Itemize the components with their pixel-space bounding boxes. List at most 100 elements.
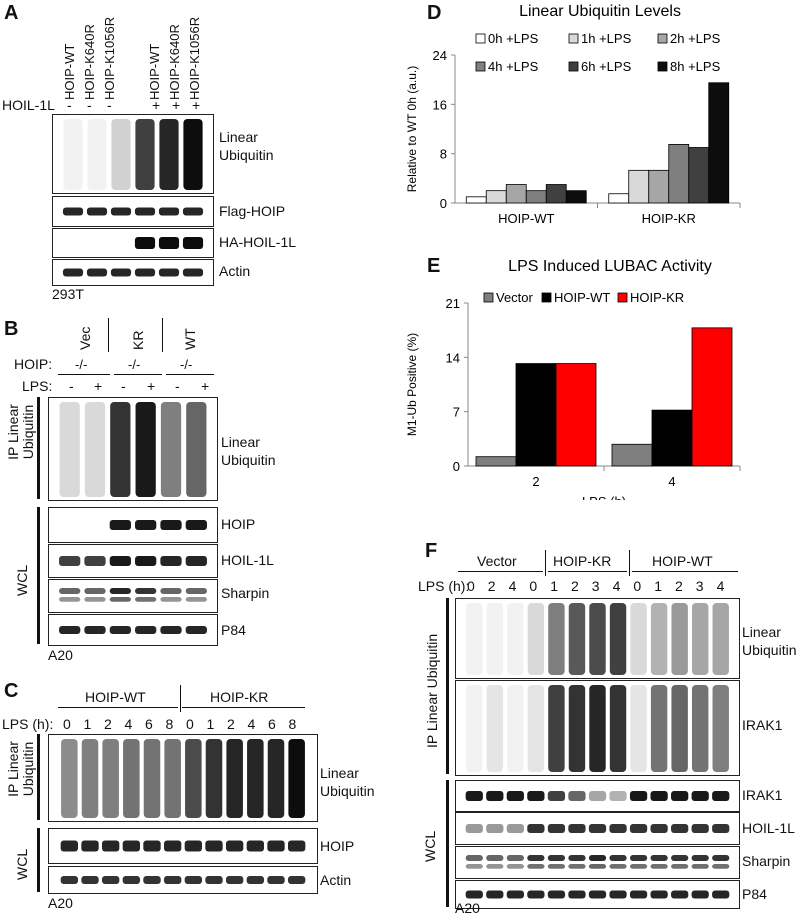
band bbox=[163, 840, 182, 852]
band bbox=[671, 855, 689, 861]
bar bbox=[628, 169, 650, 204]
blot-label: HA-HOIL-1L bbox=[219, 234, 297, 250]
band bbox=[134, 268, 156, 277]
band bbox=[609, 855, 627, 861]
smear bbox=[186, 402, 207, 497]
x-tick-label: 2 bbox=[532, 474, 539, 489]
cell-line-label: 293T bbox=[52, 286, 84, 302]
group-line bbox=[458, 571, 543, 572]
band bbox=[691, 791, 709, 801]
smear bbox=[205, 739, 223, 818]
x-tick-label: 4 bbox=[668, 474, 675, 489]
legend-label: Vector bbox=[496, 290, 534, 305]
band bbox=[568, 890, 586, 899]
band bbox=[158, 207, 180, 216]
ip-label: IP Linear Ubiquitin bbox=[5, 404, 36, 460]
blot-label: Actin bbox=[320, 872, 352, 888]
hoil-sign: + bbox=[152, 97, 161, 113]
smear bbox=[589, 603, 606, 675]
band bbox=[609, 864, 627, 869]
y-tick-label: 8 bbox=[440, 147, 447, 162]
legend-swatch bbox=[483, 292, 494, 303]
band bbox=[506, 864, 524, 869]
band bbox=[60, 876, 79, 884]
lane-label: HOIP-K640R bbox=[82, 24, 97, 100]
blot-label: Sharpin bbox=[742, 853, 791, 869]
bar bbox=[651, 409, 693, 467]
smear bbox=[288, 739, 305, 818]
blot-a-linear-ubiquitin bbox=[52, 114, 214, 194]
band bbox=[110, 207, 132, 216]
band bbox=[486, 890, 504, 899]
legend-label: HOIP-WT bbox=[554, 290, 610, 305]
band bbox=[225, 840, 244, 852]
band bbox=[547, 855, 566, 861]
bar bbox=[515, 363, 557, 467]
band bbox=[650, 855, 668, 861]
time-label: 2 bbox=[571, 578, 579, 594]
band bbox=[588, 791, 607, 801]
band bbox=[712, 855, 730, 861]
band bbox=[134, 207, 156, 216]
legend-label: 8h +LPS bbox=[670, 59, 721, 74]
hoip-label: HOIP: bbox=[14, 356, 53, 372]
bar bbox=[611, 443, 653, 467]
blot-label: IRAK1 bbox=[742, 787, 783, 803]
band bbox=[671, 890, 689, 899]
band bbox=[205, 840, 223, 852]
blot-c-linear-ubiquitin bbox=[48, 734, 318, 822]
divider bbox=[545, 550, 546, 576]
smear bbox=[630, 603, 647, 675]
bar bbox=[475, 456, 517, 467]
group-line bbox=[548, 571, 627, 572]
y-axis-label: M1-Ub Positive (%) bbox=[405, 333, 419, 436]
panel-d-label: D bbox=[427, 2, 442, 24]
blot-f-p84-image bbox=[465, 890, 730, 899]
band bbox=[465, 791, 483, 801]
band bbox=[135, 626, 157, 634]
blot-b-hoil bbox=[48, 544, 218, 578]
band bbox=[59, 626, 81, 634]
blot-a-ha-hoil-image bbox=[134, 237, 204, 249]
band bbox=[691, 864, 709, 869]
smear bbox=[123, 739, 140, 818]
group-label: WT bbox=[182, 328, 198, 350]
blot-b-sharpin-image bbox=[59, 588, 207, 602]
band bbox=[691, 824, 709, 833]
lane-label: HOIP-K1056R bbox=[102, 16, 117, 100]
band bbox=[650, 890, 668, 899]
legend-label: HOIP-KR bbox=[630, 290, 684, 305]
hoil-sign: - bbox=[67, 97, 72, 113]
band bbox=[629, 855, 648, 861]
lps-sign: - bbox=[69, 378, 74, 394]
blot-f-ip-irak1-image bbox=[466, 685, 729, 772]
band bbox=[134, 237, 156, 249]
time-label: 1 bbox=[550, 578, 558, 594]
smear bbox=[226, 739, 243, 818]
band bbox=[527, 824, 545, 833]
band bbox=[158, 237, 180, 249]
group-label: Vector bbox=[477, 553, 517, 569]
band bbox=[629, 791, 648, 801]
band bbox=[84, 626, 106, 634]
band bbox=[101, 840, 120, 852]
blot-label: IRAK1 bbox=[742, 717, 783, 733]
smear bbox=[671, 685, 688, 772]
band bbox=[691, 890, 709, 899]
cell-line-label: A20 bbox=[48, 647, 73, 663]
hoip-value: -/- bbox=[128, 357, 141, 372]
band bbox=[588, 824, 607, 833]
bar bbox=[525, 190, 547, 204]
wcl-label: WCL bbox=[14, 564, 30, 596]
blot-c-hoip bbox=[48, 828, 318, 864]
blot-c-hoip-image bbox=[60, 840, 306, 852]
wcl-label: WCL bbox=[14, 848, 30, 880]
smear bbox=[87, 119, 107, 190]
chart-d: Linear Ubiquitin Levels 0 8 16 24 Relative to… bbox=[405, 3, 741, 226]
ip-label: IP Linear Ubiquitin bbox=[5, 741, 36, 797]
blot-f-p84 bbox=[455, 880, 740, 909]
blot-a-ha-hoil bbox=[52, 228, 214, 258]
smear bbox=[111, 119, 131, 190]
band bbox=[650, 864, 668, 869]
hoip-value: -/- bbox=[75, 357, 88, 372]
